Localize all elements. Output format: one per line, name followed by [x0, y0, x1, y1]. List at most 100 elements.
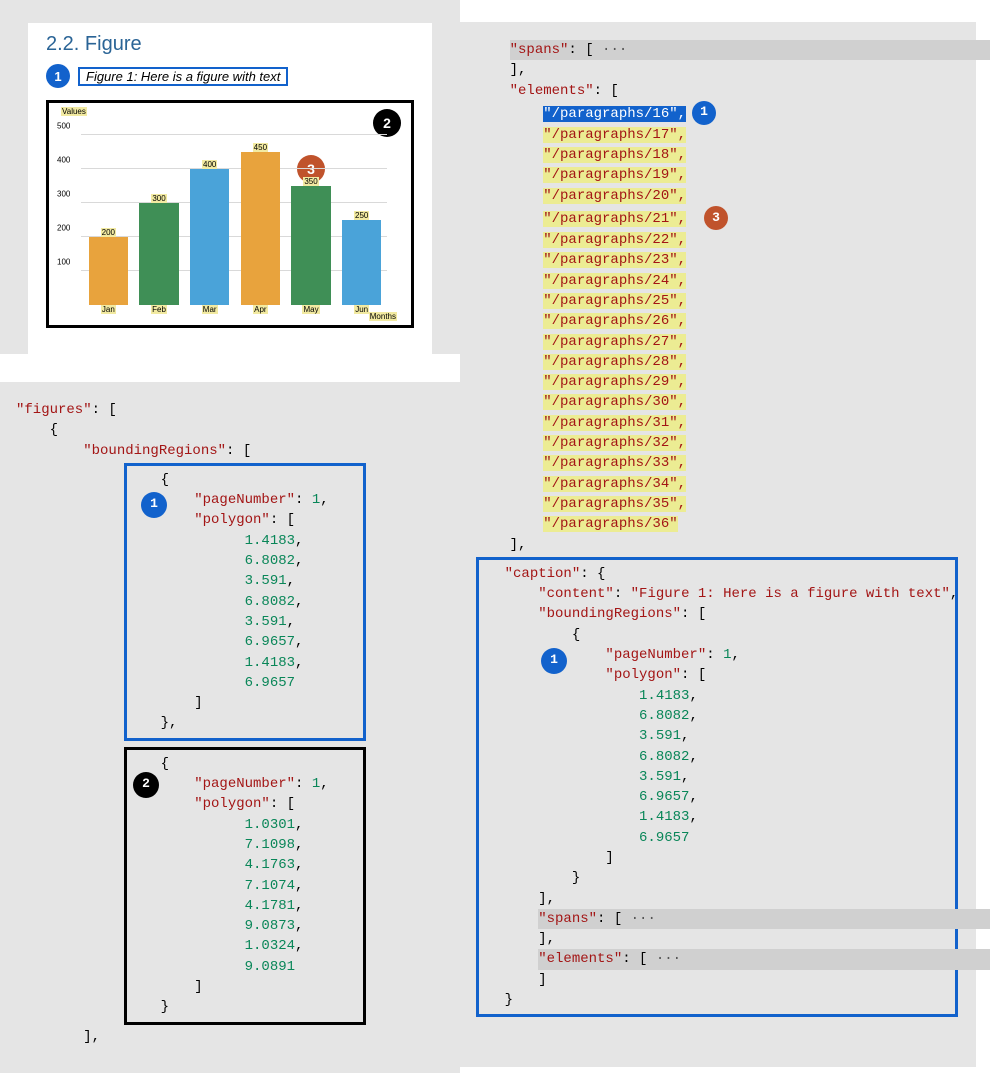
code-line: "spans": [ ··· [476, 40, 962, 60]
code-line: 4.1763, [127, 855, 355, 875]
annotation-badge-1: 1 [46, 64, 70, 88]
code-line: 6.9657, [471, 787, 955, 807]
section-heading: 2.2. Figure [46, 33, 414, 56]
code-line: } [127, 997, 355, 1017]
code-line: 3.591, [471, 767, 955, 787]
element-path: "/paragraphs/28", [543, 354, 686, 370]
code-line: ], [476, 60, 962, 80]
annotation-box-blue: 1 { "pageNumber": 1, "polygon": [ 1.4183… [124, 463, 366, 741]
code-line: ], [471, 929, 955, 949]
element-path: "/paragraphs/35", [543, 496, 686, 512]
element-path: "/paragraphs/25", [543, 293, 686, 309]
code-line: "/paragraphs/34", [476, 474, 962, 494]
code-line: "/paragraphs/26", [476, 311, 962, 331]
bar [342, 220, 382, 305]
code-line: 6.9657 [127, 673, 355, 693]
y-tick-label: 500 [57, 122, 70, 131]
code-line: } [471, 868, 955, 888]
bar [89, 237, 129, 305]
element-path: "/paragraphs/29", [543, 374, 686, 390]
code-line: } [471, 990, 955, 1010]
x-tick-label: Jan [101, 305, 116, 314]
code-line: 3.591, [127, 571, 355, 591]
bar-value-label: 200 [101, 228, 116, 237]
annotation-box-black: 2 { "pageNumber": 1, "polygon": [ 1.0301… [124, 747, 366, 1025]
code-line: 6.8082, [471, 747, 955, 767]
annotation-badge-1: 1 [692, 101, 716, 125]
code-line: 7.1074, [127, 876, 355, 896]
code-line: "/paragraphs/27", [476, 332, 962, 352]
code-line: { [16, 420, 446, 440]
code-line: 9.0873, [127, 916, 355, 936]
code-line: ] [127, 693, 355, 713]
code-line: "/paragraphs/20", [476, 186, 962, 206]
element-path: "/paragraphs/23", [543, 252, 686, 268]
code-line: }, [127, 713, 355, 733]
code-line: 1.0324, [127, 936, 355, 956]
code-line: 9.0891 [127, 957, 355, 977]
code-line: "elements": [ [476, 81, 962, 101]
code-line: "/paragraphs/18", [476, 145, 962, 165]
code-line: 6.8082, [127, 592, 355, 612]
code-line: "caption": { [471, 564, 955, 584]
code-line: { [127, 470, 355, 490]
code-line: "/paragraphs/19", [476, 165, 962, 185]
code-line: "/paragraphs/33", [476, 453, 962, 473]
code-line: "/paragraphs/30", [476, 392, 962, 412]
element-path: "/paragraphs/26", [543, 313, 686, 329]
code-line: 1.0301, [127, 815, 355, 835]
code-line: "/paragraphs/36" [476, 514, 962, 534]
left-json-code: "figures": [ { "boundingRegions": [1 { "… [0, 382, 460, 1073]
element-path: "/paragraphs/22", [543, 232, 686, 248]
element-path: "/paragraphs/24", [543, 273, 686, 289]
code-line: "pageNumber": 1, [127, 774, 355, 794]
element-path: "/paragraphs/34", [543, 476, 686, 492]
bar [241, 152, 281, 305]
bar-value-label: 350 [303, 177, 318, 186]
y-tick-label: 400 [57, 156, 70, 165]
document-preview-card: 2.2. Figure 1 Figure 1: Here is a figure… [28, 23, 432, 354]
code-line: ], [476, 535, 962, 555]
code-line: { [127, 754, 355, 774]
annotation-box-blue: "caption": { "content": "Figure 1: Here … [476, 557, 958, 1018]
code-line: "/paragraphs/23", [476, 250, 962, 270]
code-line: "figures": [ [16, 400, 446, 420]
bar-value-label: 450 [253, 143, 268, 152]
bar-value-label: 300 [151, 194, 166, 203]
element-path: "/paragraphs/31", [543, 415, 686, 431]
code-line: ] [127, 977, 355, 997]
code-line: "boundingRegions": [ [471, 604, 955, 624]
element-path: "/paragraphs/19", [543, 167, 686, 183]
code-line: "/paragraphs/17", [476, 125, 962, 145]
x-tick-label: Jun [354, 305, 369, 314]
code-line: 3.591, [471, 726, 955, 746]
x-tick-label: Apr [253, 305, 267, 314]
code-line: "/paragraphs/35", [476, 494, 962, 514]
annotation-badge-3: 3 [704, 206, 728, 230]
element-path: "/paragraphs/21", [543, 211, 686, 227]
y-tick-label: 300 [57, 190, 70, 199]
annotation-badge-2: 2 [133, 772, 159, 798]
element-path: "/paragraphs/18", [543, 147, 686, 163]
bar [291, 186, 331, 305]
bar-value-label: 250 [354, 211, 369, 220]
x-tick-label: Mar [202, 305, 218, 314]
code-line: "/paragraphs/25", [476, 291, 962, 311]
y-axis-label: Values [61, 107, 87, 116]
y-tick-label: 100 [57, 258, 70, 267]
code-line: 1.4183, [127, 653, 355, 673]
element-path: "/paragraphs/32", [543, 435, 686, 451]
selected-element-path: "/paragraphs/16", [543, 106, 686, 122]
code-line: "/paragraphs/24", [476, 271, 962, 291]
code-line: "content": "Figure 1: Here is a figure w… [471, 584, 955, 604]
code-line: "polygon": [ [127, 794, 355, 814]
code-line: ] [471, 848, 955, 868]
figure-caption: Figure 1: Here is a figure with text [78, 67, 288, 86]
code-line: 6.8082, [127, 551, 355, 571]
right-json-code: "spans": [ ··· ], "elements": [ "/paragr… [460, 22, 976, 1067]
code-line: "/paragraphs/21", 3 [476, 206, 962, 230]
code-line: "elements": [ ··· [471, 949, 955, 969]
bar-value-label: 400 [202, 160, 217, 169]
code-line: "boundingRegions": [ [16, 441, 446, 461]
code-line: 1.4183, [471, 807, 955, 827]
